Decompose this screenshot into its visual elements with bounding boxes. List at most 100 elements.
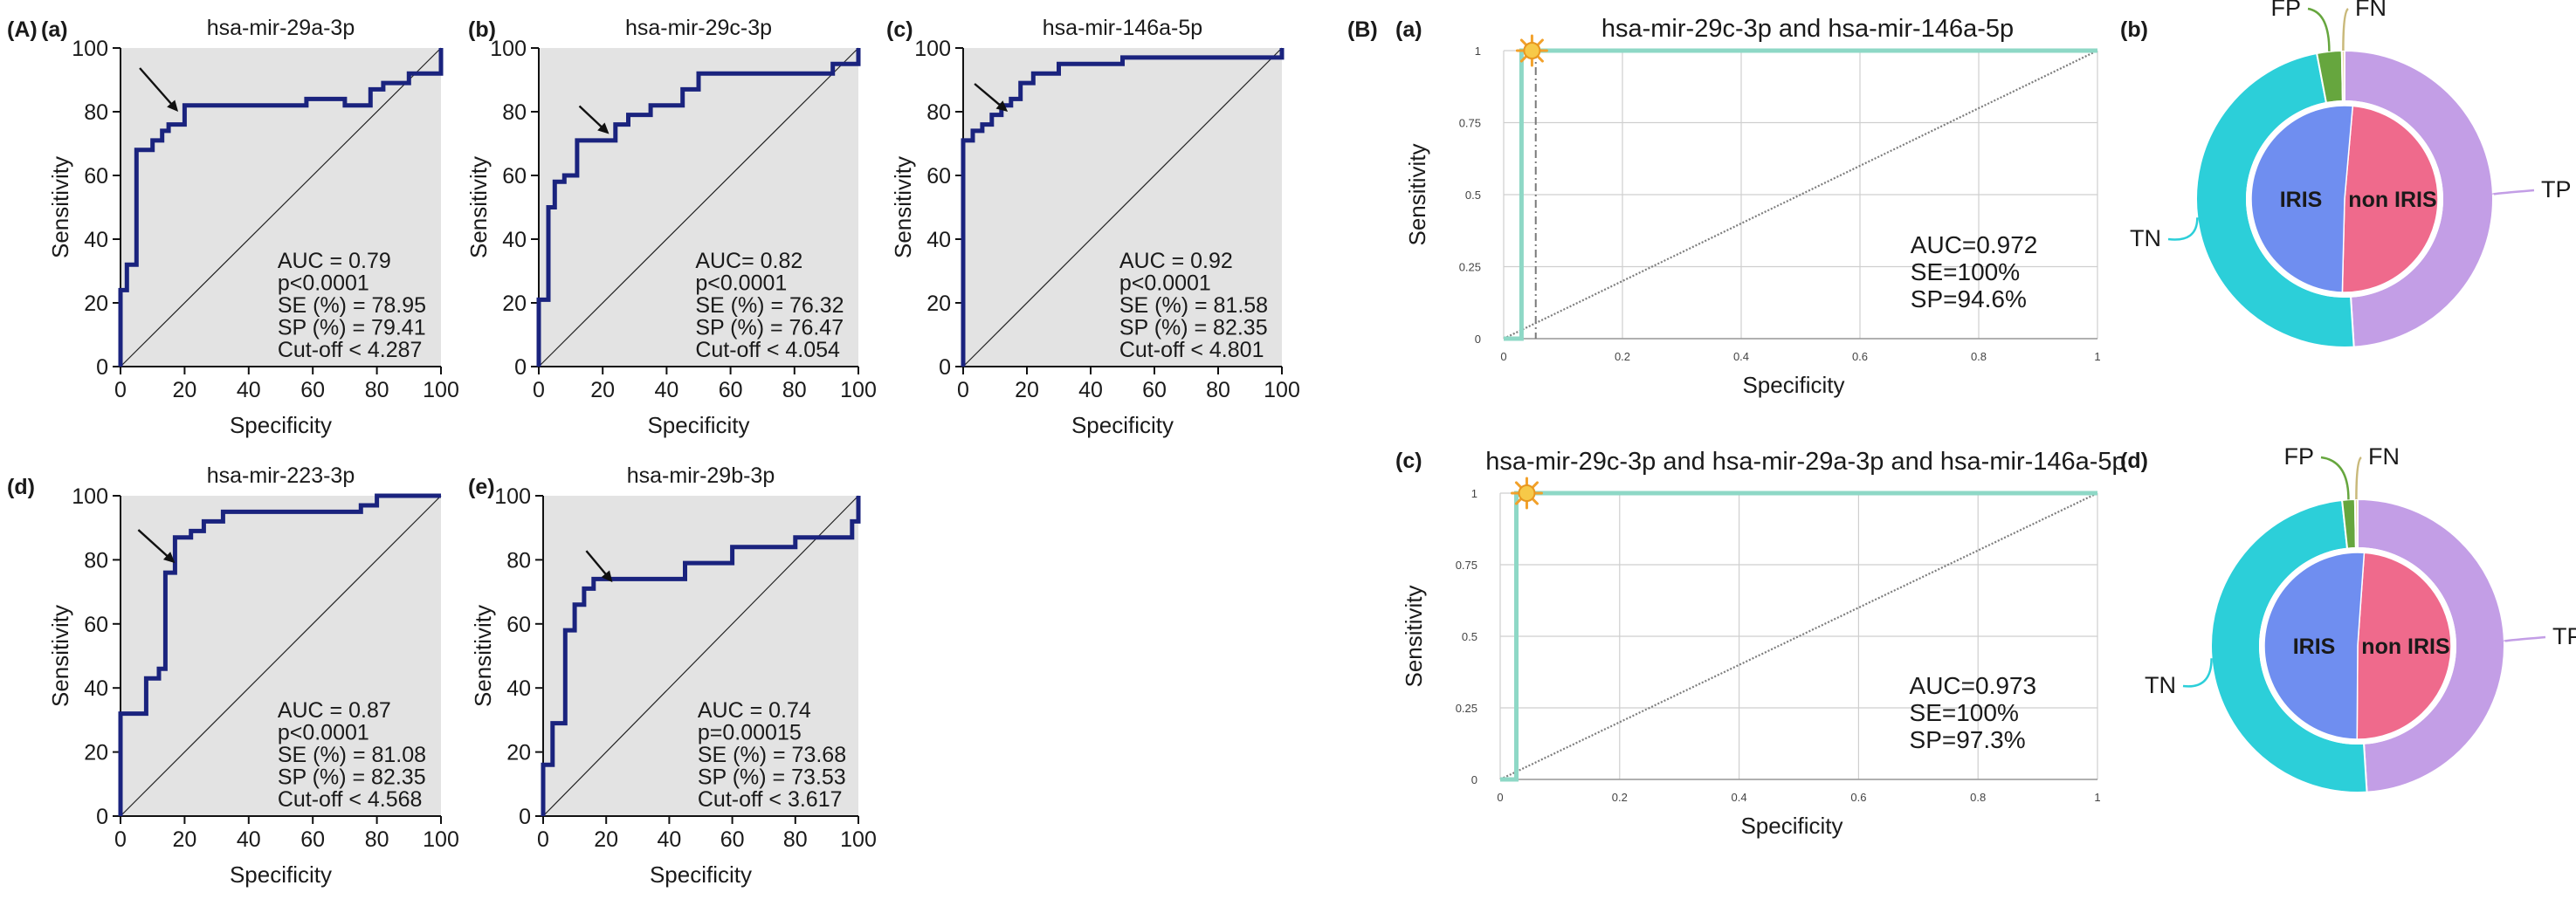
- x-tick-label: 0.4: [1733, 350, 1749, 363]
- roc-curve: [118, 48, 444, 367]
- x-tick-label: 60: [719, 378, 743, 402]
- roc-curve: [536, 48, 861, 367]
- x-tick-label: 1: [2094, 791, 2100, 804]
- inner-label-non-iris: non IRIS: [2361, 635, 2449, 659]
- y-tick-label: 1: [1475, 45, 1481, 58]
- stat-line-2: SE (%) = 73.68: [698, 743, 846, 767]
- x-axis-label: Specificity: [1071, 412, 1174, 438]
- y-tick-label: 20: [502, 292, 527, 316]
- y-axis-label: Sensitivity: [1401, 585, 1427, 687]
- x-tick-label: 60: [300, 827, 325, 852]
- stat-line-2: SP=94.6%: [1911, 285, 2027, 312]
- x-tick-label: 20: [590, 378, 615, 402]
- y-tick-label: 0: [1475, 333, 1481, 346]
- y-tick-label: 0: [96, 805, 108, 829]
- leader-line-fn: [2342, 7, 2349, 51]
- x-tick-label: 60: [300, 378, 325, 402]
- x-tick-label: 80: [365, 827, 389, 852]
- roc-chart-A-c: 0 20 40 60 80 100 0 20 40 60 80 100 AUC = 0.92p<0.00…: [886, 16, 1300, 438]
- outer-slice-fn: [2353, 498, 2359, 550]
- y-tick-label: 0.25: [1459, 261, 1481, 274]
- chart-title: hsa-mir-29c-3p and hsa-mir-146a-5p: [1601, 15, 2014, 43]
- y-tick-label: 60: [926, 164, 951, 189]
- stat-line-3: SP (%) = 82.35: [278, 765, 426, 790]
- x-tick-label: 40: [654, 378, 678, 402]
- stat-line-2: SE (%) = 81.58: [1119, 293, 1268, 318]
- y-tick-label: 0: [1471, 773, 1477, 786]
- y-tick-label: 0.25: [1456, 702, 1477, 715]
- y-tick-label: 0: [514, 355, 527, 380]
- y-tick-label: 20: [84, 292, 108, 316]
- y-tick-label: 1: [1471, 487, 1477, 500]
- stat-line-3: SP (%) = 82.35: [1119, 316, 1268, 340]
- cutoff-arrow-head: [601, 570, 613, 583]
- y-tick-label: 20: [84, 741, 108, 765]
- outer-label-tp: TP: [2541, 176, 2572, 202]
- reference-diagonal: [120, 495, 442, 817]
- panel-label: (a): [41, 17, 68, 42]
- y-axis-label: Sensitivity: [470, 605, 496, 707]
- outer-label-fp: FP: [2270, 0, 2301, 21]
- x-tick-label: 0.2: [1615, 350, 1630, 363]
- stat-line-4: Cut-off < 4.568: [278, 787, 423, 812]
- x-tick-label: 80: [1206, 378, 1230, 402]
- leader-line-tp: [2503, 635, 2546, 642]
- sun-core: [1518, 484, 1536, 502]
- x-tick-label: 0.2: [1612, 791, 1628, 804]
- y-tick-label: 100: [72, 37, 108, 61]
- x-tick-label: 100: [1264, 378, 1300, 402]
- x-tick-label: 40: [237, 827, 261, 852]
- cutoff-arrow: [137, 529, 174, 562]
- sun-ray: [1536, 38, 1544, 47]
- roc-curve: [961, 48, 1285, 367]
- panel-label: (b): [468, 17, 496, 42]
- y-tick-label: 40: [506, 676, 531, 701]
- stat-line-1: p<0.0001: [278, 271, 369, 296]
- sun-ray: [1536, 54, 1544, 63]
- x-tick-label: 80: [365, 378, 389, 402]
- sun-ray: [1519, 38, 1528, 47]
- stat-line-0: AUC= 0.82: [695, 249, 802, 273]
- stat-line-2: SE (%) = 76.32: [695, 293, 844, 318]
- x-tick-label: 100: [423, 827, 459, 852]
- y-tick-label: 20: [506, 741, 531, 765]
- y-axis-label: Sensitivity: [465, 156, 492, 258]
- y-tick-label: 100: [72, 484, 108, 509]
- panel-label: (c): [886, 17, 913, 42]
- stat-line-0: AUC = 0.79: [278, 249, 391, 273]
- y-tick-label: 40: [84, 228, 108, 252]
- x-axis-label: Specificity: [650, 861, 752, 888]
- sun-ray: [1519, 54, 1528, 63]
- stat-line-0: AUC = 0.87: [278, 698, 391, 723]
- leader-line-tn: [2182, 658, 2213, 688]
- stat-line-3: SP (%) = 79.41: [278, 316, 426, 340]
- stat-line-0: AUC = 0.74: [698, 698, 811, 723]
- roc-chart-A-e: 0 20 40 60 80 100 0 20 40 60 80 100 AUC = 0.74p=0.00…: [468, 463, 877, 888]
- y-tick-label: 0.75: [1459, 117, 1481, 130]
- y-tick-label: 80: [84, 100, 108, 125]
- outer-label-tn: TN: [2145, 672, 2176, 698]
- y-tick-label: 40: [84, 676, 108, 701]
- y-tick-label: 40: [502, 228, 527, 252]
- chart-title: hsa-mir-146a-5p: [1043, 16, 1202, 40]
- reference-diagonal: [962, 47, 1283, 367]
- stat-line-1: SE=100%: [1910, 699, 2019, 726]
- stat-line-0: AUC = 0.92: [1119, 249, 1233, 273]
- y-tick-label: 60: [502, 164, 527, 189]
- panel-label: (e): [468, 475, 495, 499]
- panel-label-A: (A): [7, 17, 38, 42]
- x-axis-label: Specificity: [230, 412, 332, 438]
- cutoff-arrow-head: [167, 100, 179, 112]
- inner-label-iris: IRIS: [2280, 188, 2323, 212]
- cutoff-arrow-head: [162, 552, 176, 564]
- roc-curve: [118, 493, 441, 816]
- stat-line-2: SP=97.3%: [1910, 726, 2026, 753]
- leader-line-fp: [2307, 7, 2331, 51]
- x-tick-label: 0.4: [1732, 791, 1747, 804]
- x-tick-label: 80: [783, 827, 808, 852]
- sun-ray: [1531, 497, 1539, 505]
- x-tick-label: 0: [114, 827, 127, 852]
- stat-line-0: AUC=0.973: [1910, 672, 2037, 699]
- x-axis-label: Specificity: [1740, 813, 1842, 839]
- y-axis-label: Sensitivity: [47, 605, 73, 707]
